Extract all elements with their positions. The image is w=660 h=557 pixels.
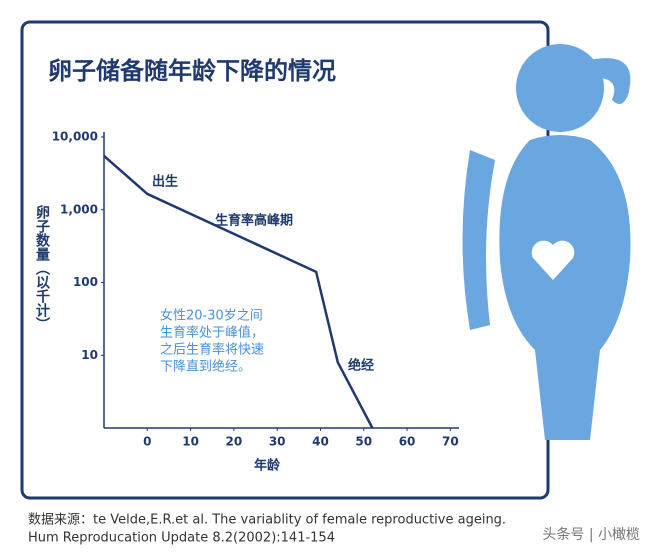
y-tick-label: 10,000 (52, 130, 98, 144)
chart-title: 卵子储备随年龄下降的情况 (48, 57, 336, 85)
y-tick-label: 10 (81, 348, 98, 362)
x-axis-label: 年龄 (254, 458, 281, 474)
annotation: 出生 (152, 174, 178, 190)
note-line: 之后生育率将快速 (160, 342, 264, 358)
annotation: 绝经 (348, 358, 374, 374)
y-axis-label: 卵子数量（以千计） (34, 204, 51, 331)
x-tick-label: 10 (182, 435, 199, 449)
x-tick-label: 70 (442, 435, 459, 449)
y-tick-label: 100 (73, 275, 98, 289)
x-tick-label: 50 (355, 435, 372, 449)
note-line: 下降直到绝经。 (160, 359, 251, 375)
note-line: 生育率处于峰值， (160, 325, 264, 341)
x-tick-label: 40 (312, 435, 329, 449)
x-tick-label: 60 (399, 435, 416, 449)
x-tick-label: 0 (143, 435, 151, 449)
source-line: Hum Reproducation Update 8.2(2002):141-1… (28, 531, 335, 546)
data-line (103, 154, 374, 429)
source-line: 数据来源：te Velde,E.R.et al. The variablity … (28, 513, 506, 528)
note-line: 女性20-30岁之间 (160, 308, 263, 324)
x-tick-label: 20 (226, 435, 243, 449)
y-tick-label: 1,000 (60, 202, 98, 216)
woman-figure (462, 44, 631, 440)
heart (531, 240, 575, 280)
x-tick-label: 30 (269, 435, 286, 449)
annotation: 生育率高峰期 (215, 213, 293, 229)
watermark: 头条号 | 小橄榄 (542, 526, 640, 543)
